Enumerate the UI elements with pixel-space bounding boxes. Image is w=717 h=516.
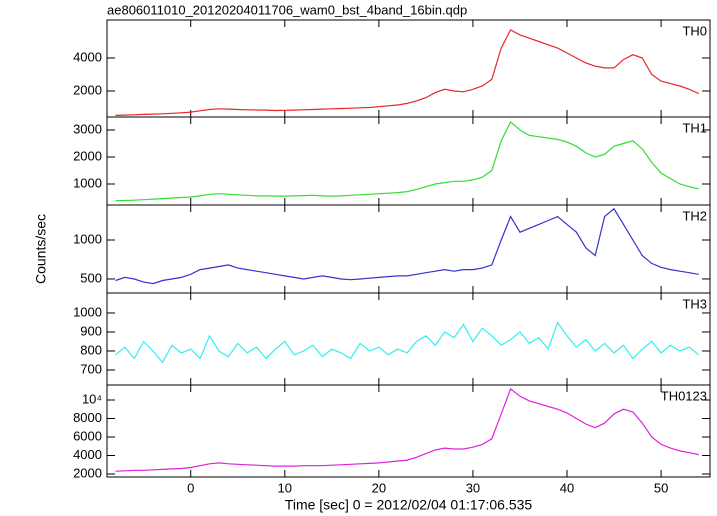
legend-label: TH1 bbox=[682, 120, 707, 135]
y-tick-label: 2000 bbox=[73, 148, 102, 163]
y-tick-label: 8000 bbox=[73, 410, 102, 425]
line-series bbox=[115, 207, 699, 285]
x-axis-label: Time [sec] 0 = 2012/02/04 01:17:06.535 bbox=[285, 497, 533, 513]
legend-label: TH0123 bbox=[661, 388, 707, 403]
y-tick-label: 1000 bbox=[73, 231, 102, 246]
y-tick-label: 900 bbox=[80, 323, 102, 338]
line-series bbox=[115, 120, 699, 202]
y-tick-label: 2000 bbox=[73, 82, 102, 97]
line-series bbox=[115, 387, 699, 472]
y-tick-label: 4000 bbox=[73, 49, 102, 64]
legend-label: TH0 bbox=[682, 23, 707, 38]
x-tick-label: 50 bbox=[654, 480, 668, 495]
y-tick-label: 4000 bbox=[73, 447, 102, 462]
y-tick-label: 3000 bbox=[73, 121, 102, 136]
y-tick-label: 500 bbox=[80, 270, 102, 285]
y-axis-label: Counts/sec bbox=[33, 214, 49, 284]
legend-label: TH2 bbox=[682, 208, 707, 223]
chart-title: ae806011010_20120204011706_wam0_bst_4ban… bbox=[107, 2, 467, 17]
x-tick-label: 10 bbox=[278, 480, 292, 495]
x-tick-label: 40 bbox=[560, 480, 574, 495]
line-series bbox=[115, 29, 699, 116]
y-tick-label: 2000 bbox=[73, 465, 102, 480]
y-tick-label: 800 bbox=[80, 342, 102, 357]
legend-label: TH3 bbox=[682, 296, 707, 311]
y-tick-label: 1000 bbox=[73, 175, 102, 190]
panel-frame bbox=[106, 292, 711, 386]
y-tick-label: 10⁴ bbox=[82, 391, 102, 406]
line-series bbox=[115, 321, 700, 364]
y-tick-label: 6000 bbox=[73, 428, 102, 443]
x-tick-label: 20 bbox=[372, 480, 386, 495]
x-tick-label: 30 bbox=[466, 480, 480, 495]
panel-frame bbox=[106, 384, 711, 478]
y-tick-label: 1000 bbox=[73, 304, 102, 319]
y-tick-label: 700 bbox=[80, 361, 102, 376]
x-tick-label: 0 bbox=[187, 480, 194, 495]
